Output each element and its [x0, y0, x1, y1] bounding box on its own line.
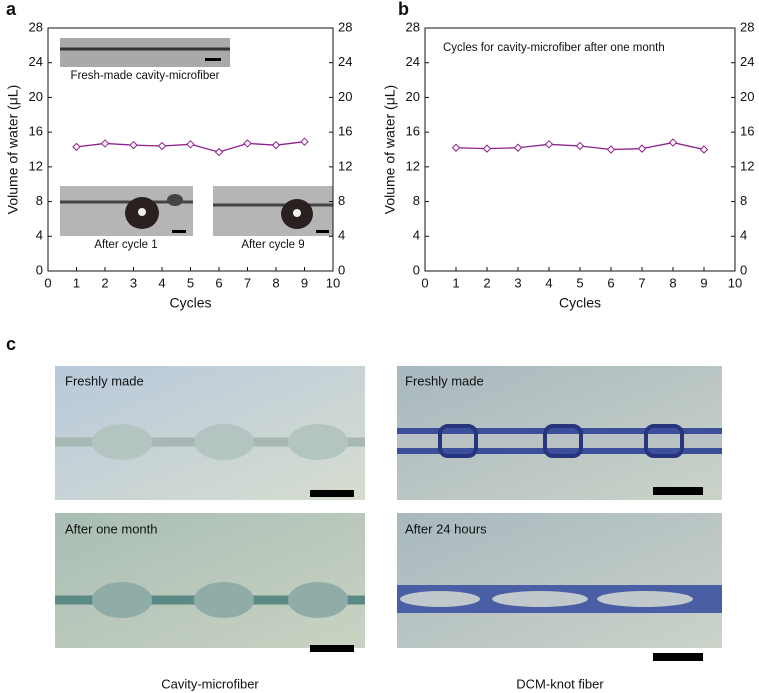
x-tick-label: 7: [244, 275, 251, 290]
image-caption: DCM-knot fiber: [516, 676, 604, 691]
photo: [397, 366, 722, 500]
annotation: Cycles for cavity-microfiber after one m…: [443, 42, 665, 54]
x-tick-label: 7: [638, 275, 645, 290]
y-tick-label: 28: [406, 19, 420, 34]
y2-tick-label: 28: [338, 19, 352, 34]
panel-label: c: [6, 334, 16, 354]
data-point: [271, 140, 281, 150]
x-axis-label: Cycles: [169, 295, 211, 311]
photo: [55, 513, 365, 652]
y2-tick-label: 24: [740, 54, 754, 69]
image-label: After one month: [65, 521, 158, 536]
inset-caption: Fresh-made cavity-microfiber: [71, 70, 220, 82]
y-tick-label: 4: [413, 228, 420, 243]
y2-tick-label: 16: [740, 124, 754, 139]
data-point: [100, 139, 110, 148]
x-tick-label: 6: [607, 275, 614, 290]
data-point: [300, 137, 309, 146]
x-tick-label: 8: [272, 275, 279, 290]
data-point: [544, 140, 554, 149]
x-tick-label: 1: [452, 275, 459, 290]
data-point: [513, 143, 523, 152]
y2-tick-label: 24: [338, 54, 352, 69]
y-tick-label: 8: [36, 193, 43, 208]
x-tick-label: 5: [187, 275, 194, 290]
y2-tick-label: 16: [338, 124, 352, 139]
inset-images: [60, 38, 333, 236]
x-axis-label: Cycles: [559, 295, 601, 311]
y2-tick-label: 8: [740, 193, 747, 208]
y2-tick-label: 4: [338, 228, 345, 243]
inset-caption: After cycle 9: [241, 239, 304, 251]
photo: [55, 366, 365, 500]
y-axis-label: Volume of water (μL): [5, 85, 21, 214]
image-caption: Cavity-microfiber: [161, 676, 259, 691]
x-tick-label: 9: [700, 275, 707, 290]
data-point: [186, 140, 195, 149]
data-point: [72, 142, 81, 152]
inset-caption: After cycle 1: [94, 239, 157, 251]
y-tick-label: 28: [29, 19, 43, 34]
data-point: [243, 139, 252, 148]
data-point: [482, 144, 492, 153]
y-tick-label: 16: [29, 124, 43, 139]
data-point: [699, 145, 709, 154]
y-tick-label: 12: [29, 158, 43, 173]
x-tick-label: 0: [421, 275, 428, 290]
data-point: [129, 140, 138, 150]
x-tick-label: 10: [326, 275, 340, 290]
data-point: [575, 141, 585, 151]
y-tick-label: 20: [29, 89, 43, 104]
y2-tick-label: 12: [740, 158, 754, 173]
x-tick-label: 3: [514, 275, 521, 290]
x-tick-label: 8: [669, 275, 676, 290]
image-label: Freshly made: [65, 373, 144, 388]
x-tick-label: 2: [101, 275, 108, 290]
y2-tick-label: 20: [338, 89, 352, 104]
data-point: [214, 147, 224, 157]
x-tick-label: 1: [73, 275, 80, 290]
y2-tick-label: 0: [338, 262, 345, 277]
x-tick-label: 4: [158, 275, 165, 290]
x-tick-label: 3: [130, 275, 137, 290]
y-tick-label: 24: [406, 54, 420, 69]
y-tick-label: 8: [413, 193, 420, 208]
y-tick-label: 20: [406, 89, 420, 104]
x-tick-label: 2: [483, 275, 490, 290]
data-point: [668, 138, 678, 147]
y-tick-label: 12: [406, 158, 420, 173]
photo: [397, 513, 722, 661]
y-tick-label: 24: [29, 54, 43, 69]
y2-tick-label: 28: [740, 19, 754, 34]
x-tick-label: 9: [301, 275, 308, 290]
y2-tick-label: 8: [338, 193, 345, 208]
image-label: Freshly made: [405, 373, 484, 388]
y-tick-label: 16: [406, 124, 420, 139]
y-tick-label: 0: [413, 262, 420, 277]
x-tick-label: 5: [576, 275, 583, 290]
y2-tick-label: 12: [338, 158, 352, 173]
data-point: [637, 144, 647, 153]
y-tick-label: 0: [36, 262, 43, 277]
x-tick-label: 6: [215, 275, 222, 290]
y-axis-label: Volume of water (μL): [382, 85, 398, 214]
y-tick-label: 4: [36, 228, 43, 243]
data-point: [451, 143, 461, 152]
panel-label: b: [398, 0, 409, 19]
panel-label: a: [6, 0, 17, 19]
data-point: [157, 141, 167, 151]
y2-tick-label: 20: [740, 89, 754, 104]
x-tick-label: 10: [728, 275, 742, 290]
image-label: After 24 hours: [405, 521, 487, 536]
y2-tick-label: 4: [740, 228, 747, 243]
x-tick-label: 4: [545, 275, 552, 290]
y2-tick-label: 0: [740, 262, 747, 277]
x-tick-label: 0: [44, 275, 51, 290]
data-point: [606, 145, 616, 154]
